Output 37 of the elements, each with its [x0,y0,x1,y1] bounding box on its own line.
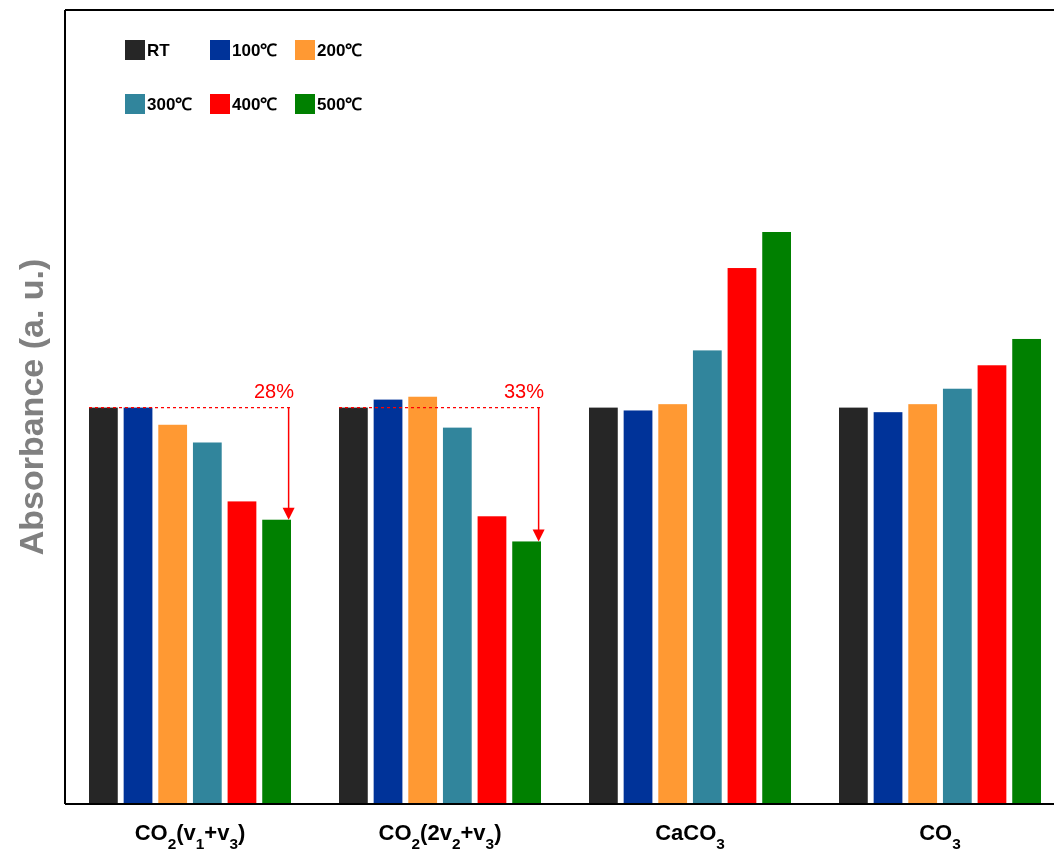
annotation: 33% [503,379,545,402]
legend-label: 400℃ [232,95,278,114]
bar [623,410,653,804]
bar [192,442,222,804]
bar [262,519,291,804]
bar [158,424,188,804]
x-tick-label: CO$_{2}$(v$_{1}$+v$_{3}$) [134,820,246,852]
annotation: 28% [253,379,295,402]
legend-label: 100℃ [232,41,278,60]
bar [839,407,868,804]
bar [692,350,722,804]
legend-label: 500℃ [317,95,363,114]
x-tick-label: CO$_{2}$(2v$_{2}$+v$_{3}$) [378,820,502,852]
bar [123,407,153,804]
bar [762,232,791,804]
bar [1012,338,1041,804]
x-tick-label: CO$_{3}$ [919,820,961,852]
bar [227,501,257,804]
x-tick-label: CaCO$_{3}$ [655,820,725,852]
bar [727,268,757,804]
bar [908,404,938,804]
legend-label: 200℃ [317,41,363,60]
bar [512,541,541,804]
legend-label: 300℃ [147,95,193,114]
legend-label: RT [147,41,171,60]
bar [89,407,118,804]
bar [477,516,507,804]
bar [442,427,472,804]
y-axis-title: Absorbance (a. u.) [12,258,50,556]
bar [658,404,688,804]
bar [339,407,368,804]
bar [408,396,438,804]
bar [589,407,618,804]
bar [977,365,1007,804]
bar [942,388,972,804]
bar [373,399,403,804]
bar [873,412,903,804]
